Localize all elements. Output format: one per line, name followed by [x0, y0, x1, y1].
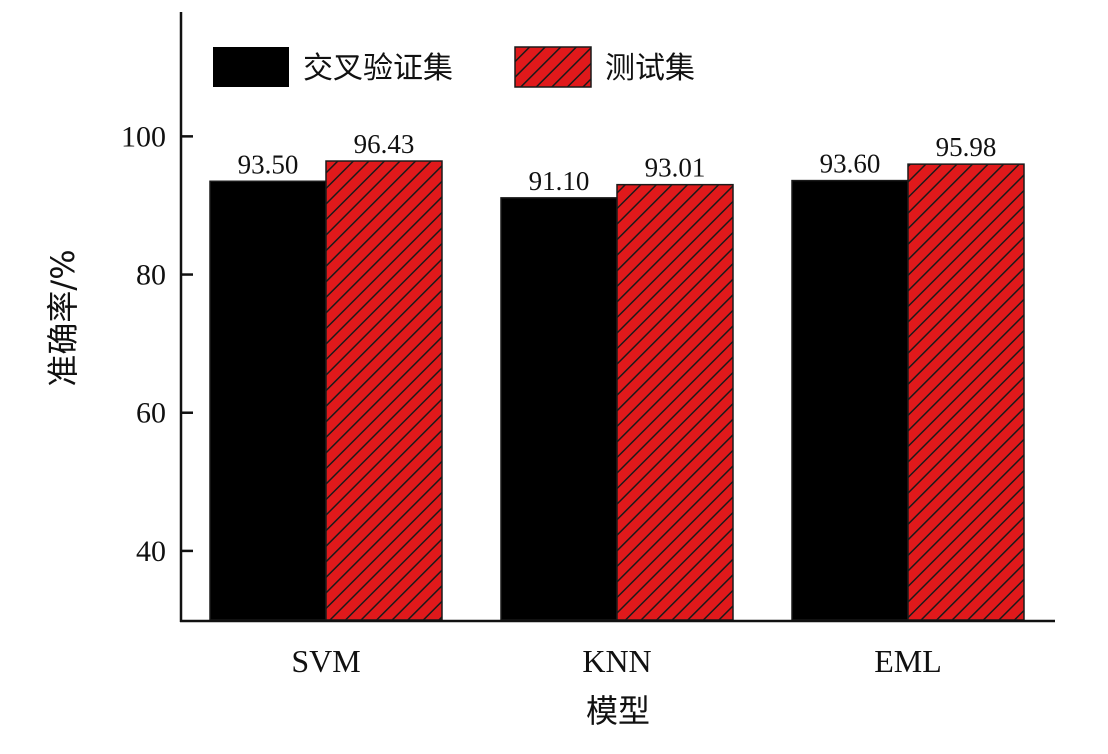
x-axis-title: 模型: [586, 692, 650, 730]
value-labels-group: 93.50 96.43 91.10 93.01 93.60 95.98: [238, 129, 997, 196]
legend-label-validation: 交叉验证集: [303, 51, 453, 86]
x-axis: SVM KNN EML: [180, 619, 1055, 679]
legend-swatch-test: [514, 46, 592, 88]
value-label-knn-series-1: 93.01: [645, 153, 706, 183]
y-axis-title: 准确率/%: [44, 249, 82, 386]
legend-label-test: 测试集: [605, 51, 695, 86]
value-label-eml-series-0: 93.60: [820, 149, 881, 179]
x-tick-label-eml: EML: [874, 643, 942, 679]
x-tick-label-svm: SVM: [291, 643, 360, 679]
y-axis: 40 60 80 100: [121, 12, 193, 622]
value-label-eml-series-1: 95.98: [936, 132, 997, 162]
legend: 交叉验证集 测试集: [213, 46, 695, 88]
bar-svm-series-1: [325, 160, 443, 621]
bars-group: [209, 160, 1025, 621]
value-label-svm-series-1: 96.43: [354, 129, 415, 159]
y-ticks-group: 40 60 80 100: [121, 120, 193, 568]
bar-knn-series-1: [616, 183, 734, 621]
x-tick-label-knn: KNN: [582, 643, 651, 679]
value-label-knn-series-0: 91.10: [529, 166, 590, 196]
y-tick-label-40: 40: [136, 535, 166, 568]
y-tick-label-80: 80: [136, 259, 166, 292]
value-label-svm-series-0: 93.50: [238, 149, 299, 179]
bar-eml-series-1: [907, 163, 1025, 621]
bar-eml-series-0: [791, 179, 909, 621]
bar-svm-series-0: [209, 180, 327, 621]
x-tick-labels-group: SVM KNN EML: [291, 643, 941, 679]
legend-swatch-validation: [213, 47, 289, 87]
bar-knn-series-0: [500, 197, 618, 621]
y-tick-label-100: 100: [121, 120, 166, 153]
y-tick-label-60: 60: [136, 397, 166, 430]
